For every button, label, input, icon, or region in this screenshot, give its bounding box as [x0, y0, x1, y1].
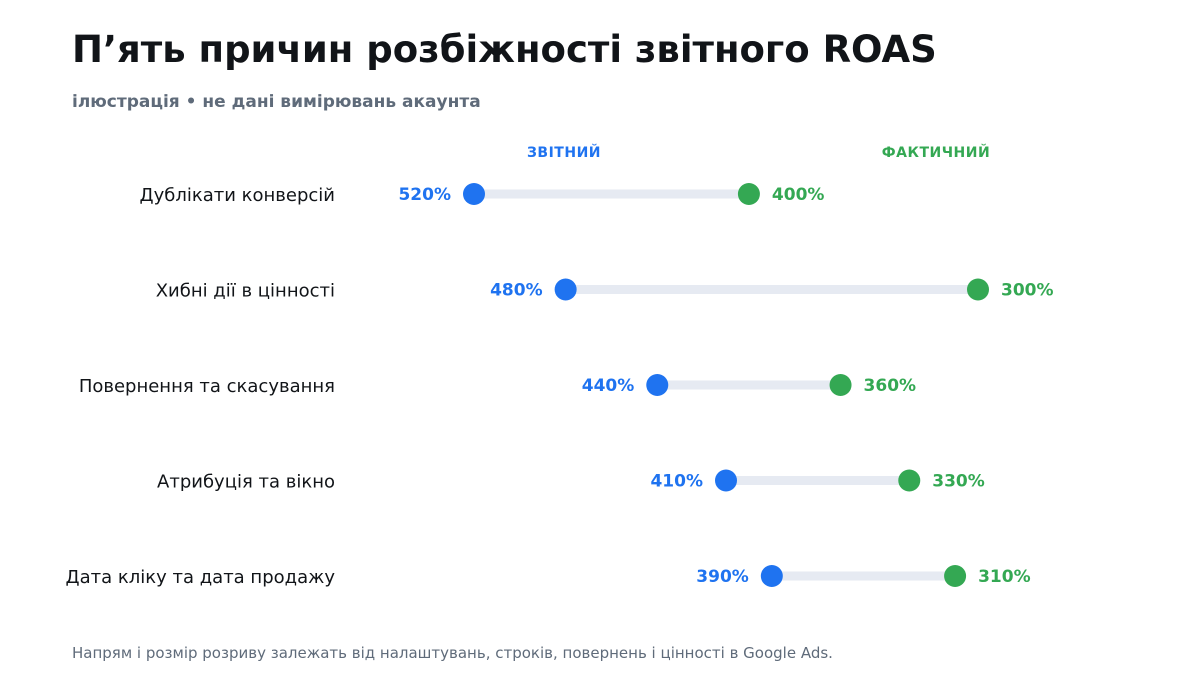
category-label: Дата кліку та дата продажу — [66, 567, 336, 588]
legend-reported-label: ЗВІТНИЙ — [526, 145, 602, 161]
reported-value-label: 440% — [582, 376, 635, 396]
category-label: Дублікати конверсій — [140, 185, 336, 206]
legend-actual-label: ФАКТИЧНИЙ — [881, 145, 991, 161]
reported-dot — [760, 565, 783, 587]
actual-value-label: 310% — [978, 567, 1031, 587]
reported-value-label: 480% — [490, 281, 543, 301]
reported-value-label: 410% — [650, 472, 703, 492]
reported-dot — [646, 374, 669, 396]
actual-value-label: 400% — [772, 185, 825, 205]
actual-dot — [829, 374, 852, 396]
reported-dot — [715, 469, 737, 492]
actual-value-label: 330% — [932, 472, 985, 492]
reported-value-label: 390% — [696, 567, 749, 587]
chart-title: П’ять причин розбіжності звітного ROAS — [72, 28, 937, 71]
reported-dot — [463, 183, 485, 205]
actual-dot — [737, 183, 760, 205]
footnote: Напрям і розмір розриву залежать від нал… — [72, 644, 833, 662]
category-label: Атрибуція та вікно — [157, 472, 335, 493]
actual-dot — [944, 565, 967, 587]
reported-dot — [554, 278, 577, 301]
actual-value-label: 300% — [1001, 281, 1054, 301]
category-label: Хибні дії в цінності — [156, 281, 335, 302]
actual-value-label: 360% — [864, 376, 917, 396]
actual-dot — [967, 278, 989, 301]
chart-subtitle: ілюстрація • не дані вимірювань акаунта — [72, 92, 481, 112]
actual-dot — [898, 469, 921, 492]
reported-value-label: 520% — [398, 185, 451, 205]
category-label: Повернення та скасування — [79, 376, 335, 397]
